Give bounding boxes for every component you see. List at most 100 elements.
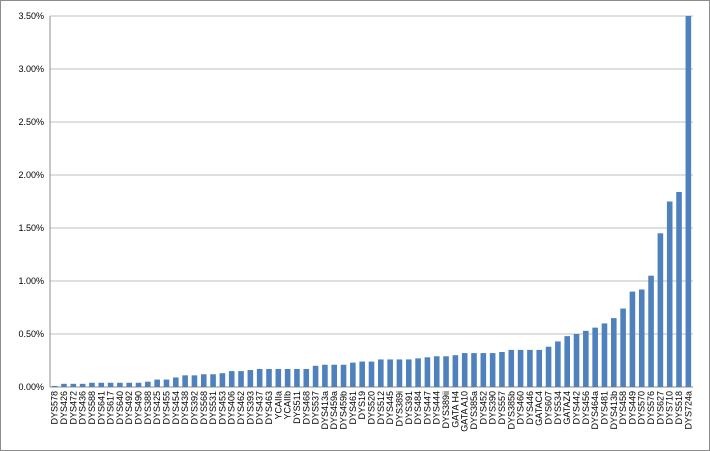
x-tick-label: DYS557 bbox=[497, 391, 507, 425]
x-tick-label: DYS463 bbox=[264, 391, 274, 425]
x-tick-label: DYS520 bbox=[367, 391, 377, 425]
x-tick-label: DYS459b bbox=[339, 391, 349, 430]
x-tick-label: DYS568 bbox=[199, 391, 209, 425]
x-tick-label: DYS413b bbox=[609, 391, 619, 430]
x-tick-label: DYS462 bbox=[236, 391, 246, 425]
x-tick-label: DYS449 bbox=[627, 391, 637, 425]
bar bbox=[163, 379, 170, 387]
bar bbox=[256, 368, 263, 387]
x-tick-label: DYS468 bbox=[301, 391, 311, 425]
y-tick-label: 2.00% bbox=[18, 170, 44, 180]
x-tick-label: DYS617 bbox=[106, 391, 116, 425]
bar bbox=[173, 377, 179, 387]
bar bbox=[685, 16, 692, 387]
x-tick-label: DYS389ii bbox=[441, 391, 451, 429]
x-tick-label: DYS518 bbox=[674, 391, 684, 425]
x-tick-label: DYS484 bbox=[413, 391, 423, 425]
x-tick-label: DYS512 bbox=[376, 391, 386, 425]
x-tick-label: DYS464a bbox=[590, 391, 600, 430]
bar bbox=[238, 371, 244, 387]
x-tick-label: DYS511 bbox=[292, 391, 302, 424]
x-tick-label: DYS413a bbox=[320, 391, 330, 430]
y-tick-label: 3.50% bbox=[18, 11, 44, 21]
bar bbox=[312, 365, 319, 387]
x-tick-label: DYS453 bbox=[217, 391, 227, 425]
bar bbox=[378, 359, 384, 387]
x-tick-label: DYS481 bbox=[599, 391, 609, 425]
y-tick-label: 1.00% bbox=[18, 276, 44, 286]
x-tick-label: DYS578 bbox=[50, 391, 60, 425]
x-tick-label: DYS456 bbox=[581, 391, 591, 425]
x-tick-label: DYS607 bbox=[544, 391, 554, 425]
x-tick-label: GATAC4 bbox=[534, 391, 544, 426]
bar bbox=[350, 362, 356, 387]
x-tick-label: DYS461 bbox=[348, 391, 358, 425]
bar bbox=[527, 349, 533, 387]
bar bbox=[89, 382, 95, 387]
bar bbox=[648, 275, 654, 387]
x-tick-label: DYS534 bbox=[553, 391, 563, 425]
x-tick-label: DYS710 bbox=[665, 391, 675, 425]
bar bbox=[545, 346, 552, 387]
bar bbox=[126, 382, 133, 387]
bar bbox=[583, 330, 589, 387]
bar bbox=[117, 382, 123, 387]
bar bbox=[340, 364, 347, 387]
bar bbox=[508, 349, 515, 387]
x-tick-label: GATA H4 bbox=[450, 391, 460, 428]
bar bbox=[154, 379, 160, 387]
x-tick-label: DYS472 bbox=[68, 391, 78, 425]
bar bbox=[433, 356, 440, 387]
bar bbox=[200, 374, 207, 387]
x-tick-label: YCAIIb bbox=[283, 391, 293, 420]
x-tick-label: DYS437 bbox=[255, 391, 265, 425]
bar bbox=[676, 191, 682, 387]
x-tick-label: DYS445 bbox=[385, 391, 395, 425]
x-tick-label: DYS385b bbox=[506, 391, 516, 430]
bar bbox=[461, 353, 468, 387]
bar bbox=[536, 349, 543, 387]
x-tick-label: DYS460 bbox=[516, 391, 526, 425]
y-tick-label: 0.00% bbox=[18, 382, 44, 392]
bar bbox=[610, 318, 617, 387]
bar bbox=[359, 361, 365, 387]
bar bbox=[135, 382, 142, 387]
x-tick-label: DYS392 bbox=[189, 391, 199, 425]
x-tick-label: DYS388 bbox=[143, 391, 153, 425]
x-tick-label: DYS391 bbox=[404, 391, 414, 425]
bar bbox=[517, 349, 524, 387]
x-tick-label: DYS444 bbox=[432, 391, 442, 425]
x-tick-label: DYS570 bbox=[637, 391, 647, 425]
bar bbox=[275, 368, 282, 387]
bar bbox=[368, 361, 375, 387]
bar bbox=[657, 233, 664, 387]
x-tick-label: DYS576 bbox=[646, 391, 656, 425]
bar bbox=[629, 291, 636, 387]
x-tick-label: DYS406 bbox=[227, 391, 237, 425]
bar bbox=[555, 341, 561, 387]
bar bbox=[145, 381, 151, 387]
bar bbox=[51, 385, 58, 387]
bar bbox=[303, 368, 310, 387]
bar bbox=[331, 364, 338, 387]
bar bbox=[247, 370, 254, 387]
x-tick-label: DYS390 bbox=[488, 391, 498, 425]
bar bbox=[601, 323, 608, 387]
x-tick-label: DYS454 bbox=[171, 391, 181, 425]
x-tick-label: DYS492 bbox=[124, 391, 134, 425]
x-tick-label: DYS459a bbox=[329, 391, 339, 430]
bar bbox=[424, 357, 431, 387]
bar bbox=[294, 368, 300, 387]
x-tick-label: DYS19 bbox=[357, 391, 367, 420]
x-tick-label: DYS458 bbox=[618, 391, 628, 425]
bar bbox=[79, 383, 86, 387]
x-tick-label: DYS724a bbox=[683, 391, 693, 430]
x-tick-label: DYS640 bbox=[115, 391, 125, 425]
y-tick-label: 1.50% bbox=[18, 223, 44, 233]
x-tick-label: DYS425 bbox=[152, 391, 162, 425]
bar bbox=[322, 364, 328, 387]
x-tick-label: DYS393 bbox=[245, 391, 255, 425]
x-tick-label: DYS641 bbox=[96, 391, 106, 425]
x-tick-label: DYS627 bbox=[655, 391, 665, 425]
